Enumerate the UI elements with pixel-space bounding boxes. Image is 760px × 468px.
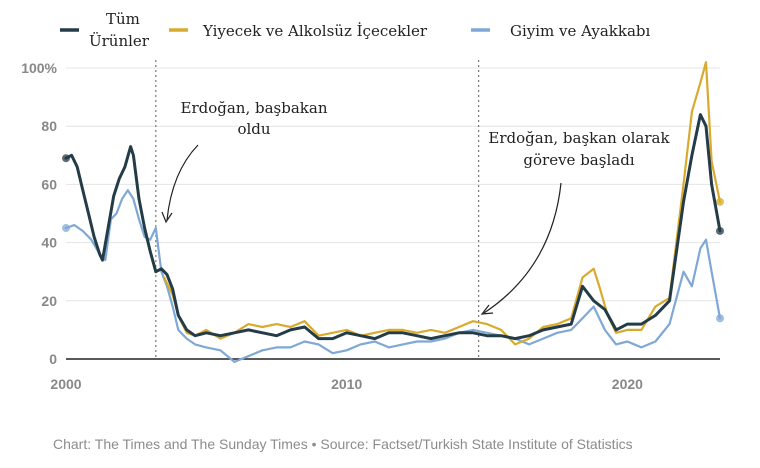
series-start-point-all [62, 154, 70, 163]
series-end-point-food [716, 197, 724, 206]
annotation-pm: Erdoğan, başbakan oldu [161, 99, 328, 224]
y-tick-label-40: 40 [41, 235, 57, 251]
annotation-president-line1: Erdoğan, başkan olarak [488, 129, 670, 147]
legend-label-food: Yiyecek ve Alkolsüz İçecekler [202, 22, 428, 40]
y-tick-label-80: 80 [41, 118, 57, 134]
y-tick-label-0: 0 [49, 351, 57, 367]
series-line-clothing [64, 189, 722, 363]
annotation-pm-arrowhead [161, 211, 173, 224]
series-start-point-clothing [62, 224, 70, 233]
annotation-pm-line1: Erdoğan, başbakan [181, 99, 328, 117]
series-lines [62, 61, 724, 363]
legend-label-all-line1: Tüm [106, 10, 140, 28]
annotation-president-arrow [483, 182, 562, 314]
annotation-president-arrowhead [480, 304, 494, 315]
tick-labels: 0 20 40 60 80 100% 2000 2010 2020 [21, 60, 643, 392]
legend-label-clothing: Giyim ve Ayakkabı [510, 22, 651, 40]
annotation-president: Erdoğan, başkan olarak göreve başladı [480, 129, 670, 315]
series-end-point-clothing [716, 314, 724, 323]
y-tick-label-100: 100% [21, 60, 57, 76]
x-tick-label-2010: 2010 [331, 376, 362, 392]
source-caption: Chart: The Times and The Sunday Times • … [53, 436, 633, 452]
legend: Tüm Ürünler Yiyecek ve Alkolsüz İçecekle… [60, 10, 651, 50]
legend-item-all: Tüm Ürünler [60, 10, 150, 50]
annotation-pm-line2: oldu [237, 120, 270, 138]
y-tick-label-20: 20 [41, 293, 57, 309]
grid [66, 67, 720, 360]
legend-item-clothing: Giyim ve Ayakkabı [471, 22, 651, 40]
y-tick-label-60: 60 [41, 176, 57, 192]
legend-label-all-line2: Ürünler [89, 32, 150, 50]
x-tick-label-2000: 2000 [50, 376, 81, 392]
annotation-president-line2: göreve başladı [523, 151, 634, 169]
annotation-pm-arrow [166, 144, 199, 221]
series-line-all [64, 113, 722, 341]
legend-item-food: Yiyecek ve Alkolsüz İçecekler [169, 22, 428, 40]
x-tick-label-2020: 2020 [612, 376, 643, 392]
series-end-point-all [716, 226, 724, 235]
